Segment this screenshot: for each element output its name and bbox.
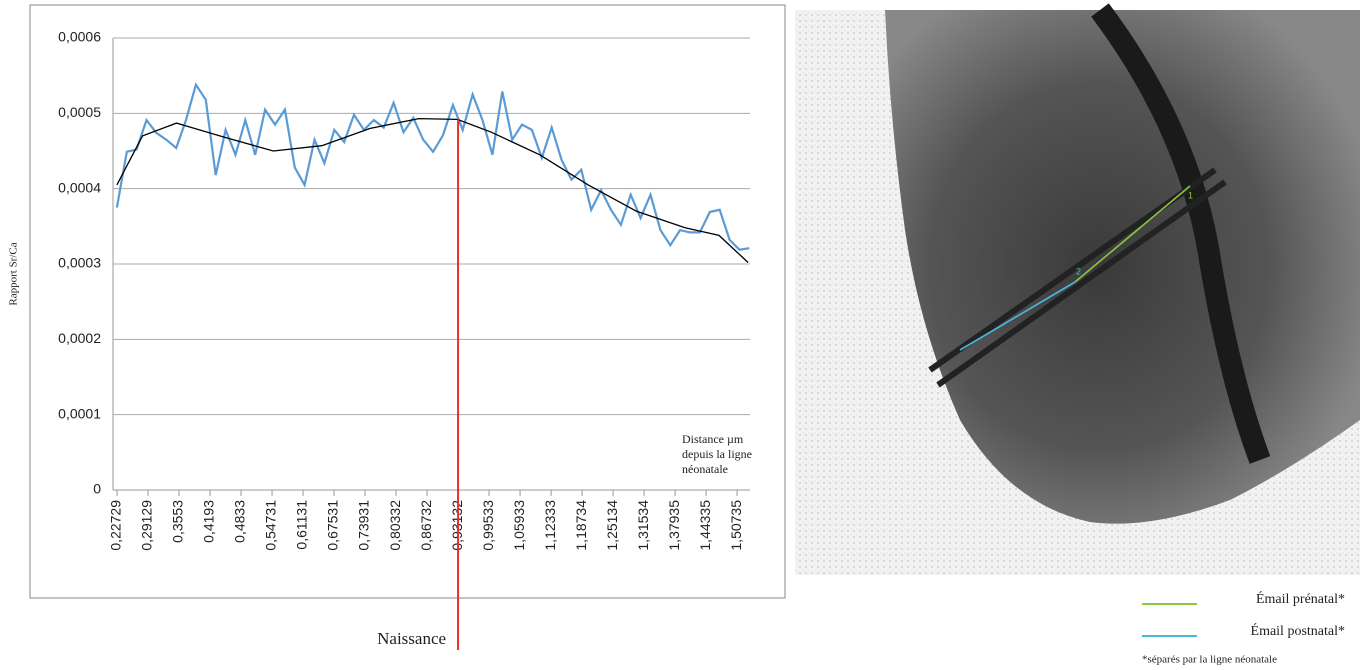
series-line	[116, 117, 749, 263]
x-tick-label: 1,12333	[542, 500, 558, 551]
x-tick-label: 1,44335	[697, 500, 713, 551]
x-tick-label: 0,93132	[449, 500, 465, 551]
y-axis-label: Rapport Sr/Ca	[8, 242, 20, 305]
x-axis-label: depuis la ligne	[682, 447, 752, 461]
marker-label: 2	[1076, 266, 1081, 276]
x-tick-label: 1,18734	[573, 500, 589, 551]
x-tick-label: 0,4833	[232, 500, 248, 543]
x-tick-label: 1,37935	[666, 500, 682, 551]
chart: 0 0,0001 0,0002 0,0003 0,0004 0,0005 0,0006 0,2…	[8, 29, 752, 650]
dentine-line	[1091, 3, 1271, 464]
x-tick-label: 0,80332	[387, 500, 403, 551]
y-tick-label: 0,0001	[58, 405, 101, 421]
chart-frame	[29, 4, 786, 599]
x-tick-label: 0,3553	[170, 500, 186, 543]
y-tick-label: 0,0006	[58, 29, 101, 45]
x-axis-label: Distance µm	[682, 432, 744, 446]
y-tick-label: 0,0002	[58, 330, 101, 346]
marker-label: 1	[1188, 190, 1193, 200]
y-tick-label: 0,0005	[58, 104, 101, 120]
x-tick-label: 1,05933	[511, 500, 527, 551]
x-tick-label: 0,54731	[263, 500, 279, 551]
x-tick-label: 1,50735	[728, 500, 744, 551]
x-tick-label: 0,4193	[201, 500, 217, 543]
ablation-track	[928, 167, 1217, 373]
y-tick-label: 0	[93, 481, 101, 497]
x-tick-label: 0,29129	[139, 500, 155, 551]
legend-note: *séparés par la ligne néonatale	[1142, 654, 1277, 666]
y-tick-label: 0,0004	[58, 179, 101, 195]
x-tick-label: 0,67531	[325, 500, 341, 551]
x-tick-label: 0,61131	[294, 500, 310, 550]
annotation: Naissance	[377, 629, 446, 648]
photo: 1 2	[795, 3, 1360, 575]
x-tick-label: 0,73931	[356, 500, 372, 551]
photo-legend: Émail prénatal* Émail postnatal* *séparé…	[1142, 590, 1345, 666]
postnatal-line	[959, 281, 1076, 351]
x-tick-label: 0,86732	[418, 500, 434, 551]
legend-label: Émail postnatal*	[1251, 622, 1345, 639]
x-tick-label: 0,22729	[108, 500, 124, 551]
legend-label: Émail prénatal*	[1256, 590, 1345, 607]
ablation-track	[936, 179, 1227, 388]
prenatal-line	[1074, 185, 1191, 283]
x-tick-label: 1,31534	[635, 500, 651, 551]
series-line	[115, 82, 750, 251]
y-tick-label: 0,0003	[58, 255, 101, 271]
x-axis-label: néonatale	[682, 462, 728, 476]
x-tick-label: 1,25134	[604, 500, 620, 551]
x-tick-label: 0,99533	[480, 500, 496, 551]
